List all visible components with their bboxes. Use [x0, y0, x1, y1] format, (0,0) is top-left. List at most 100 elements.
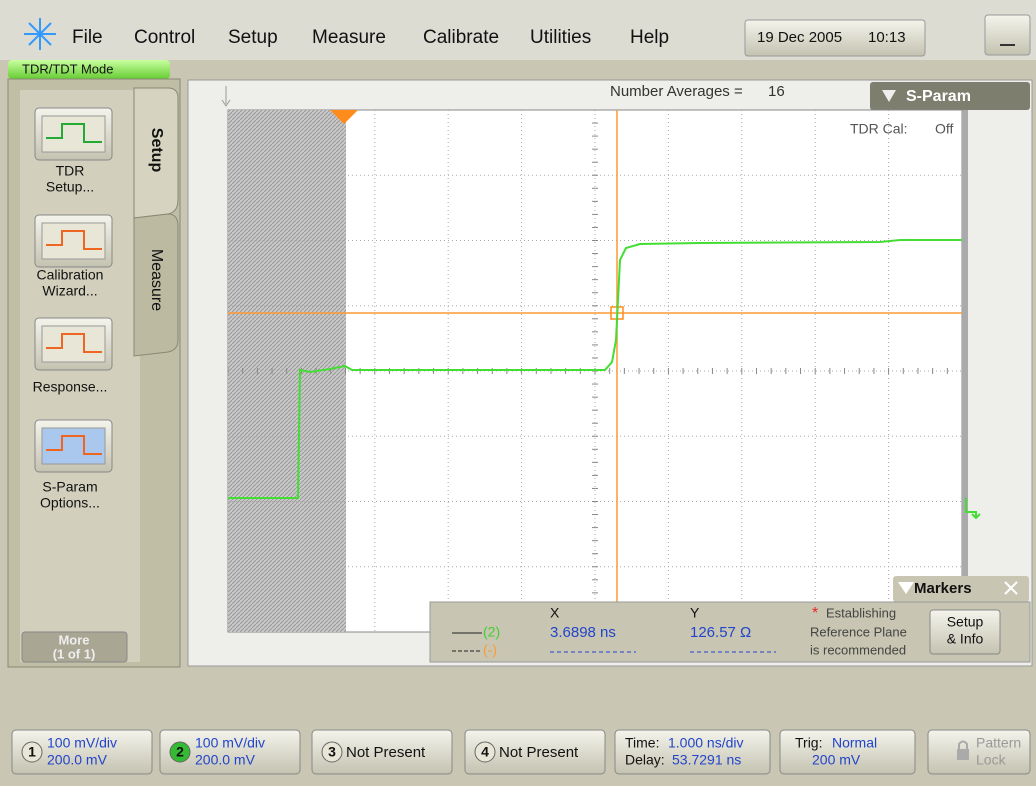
more-button[interactable]: [21, 631, 128, 663]
channel-badge: [21, 741, 43, 763]
side-button-label: S-Param: [42, 479, 97, 495]
mode-tab: [8, 60, 170, 79]
date-box: [744, 19, 926, 57]
trigger-button[interactable]: [779, 729, 916, 775]
side-button-label: Options...: [40, 495, 100, 511]
note-line: Establishing: [826, 605, 896, 620]
x-value: 3.6898 ns: [550, 624, 616, 641]
side-button-label: Calibration: [37, 267, 104, 283]
side-button-label: Setup...: [46, 179, 94, 195]
setup-tab[interactable]: [133, 87, 179, 219]
marker-flag: [330, 110, 358, 124]
channel-button[interactable]: [311, 729, 453, 775]
side-button-glyph: [46, 123, 102, 143]
trig-level: 200 mV: [812, 752, 861, 768]
lock-shackle: [958, 740, 968, 749]
more-label: More: [58, 632, 89, 647]
mode-tab-label: TDR/TDT Mode: [22, 61, 114, 76]
trigger-arrow: [221, 86, 231, 107]
s-param-label: S-Param: [906, 88, 971, 105]
date: 19 Dec 2005: [757, 29, 842, 46]
channel-status: Not Present: [499, 744, 579, 761]
y-value: 126.57 Ω: [690, 624, 751, 641]
menu-item[interactable]: Help: [630, 27, 669, 48]
markers-title: Markers: [914, 580, 972, 597]
menu-item[interactable]: Utilities: [530, 27, 591, 48]
delay-value: 53.7291 ns: [672, 752, 741, 768]
channel-scale: 100 mV/div: [47, 735, 117, 751]
setup-info-button[interactable]: [929, 609, 1001, 655]
menu-item[interactable]: Setup: [228, 27, 278, 48]
channel-status: Not Present: [346, 744, 426, 761]
channel-offset: 200.0 mV: [195, 752, 256, 768]
menu-item[interactable]: Control: [134, 27, 195, 48]
channel-number: 2: [176, 744, 184, 760]
setup-tab-label: Setup: [148, 128, 165, 173]
menu: File Control Setup Measure Calibrate Utilitie…: [72, 27, 669, 48]
side-button-icon: [41, 222, 106, 260]
channel-offset: 200.0 mV: [47, 752, 108, 768]
channel-badge: [169, 741, 191, 763]
offscreen-indicator: [965, 498, 981, 520]
note-asterisk: *: [812, 605, 818, 622]
trig-label: Trig:: [795, 735, 822, 751]
channel-badge: [321, 741, 343, 763]
channel-button[interactable]: [11, 729, 153, 775]
channel-badge: [474, 741, 496, 763]
measure-tab[interactable]: [133, 213, 179, 357]
timebase-button[interactable]: [614, 729, 771, 775]
lock-icon: [957, 749, 969, 760]
time-value: 1.000 ns/div: [668, 735, 744, 751]
marker-trace-1: (2): [483, 624, 500, 640]
markers-arrow: [898, 582, 914, 594]
x-header: X: [550, 605, 560, 621]
more-page: (1 of 1): [53, 646, 96, 661]
channel-scale: 100 mV/div: [195, 735, 265, 751]
channel-number: 4: [481, 744, 489, 760]
side-button-glyph: [46, 230, 102, 250]
graticule-edge: [962, 110, 968, 632]
channel-button[interactable]: [159, 729, 301, 775]
side-panel-inner: [20, 90, 140, 662]
measure-tab-label: Measure: [148, 249, 165, 311]
side-button-icon: [41, 115, 106, 153]
side-button-label: TDR: [56, 163, 85, 179]
note-line: is recommended: [810, 642, 906, 657]
note-line: Reference Plane: [810, 624, 907, 639]
side-button-label: Response...: [33, 379, 108, 395]
minimize-button[interactable]: [984, 14, 1031, 56]
channel-number: 1: [28, 744, 36, 760]
channel-button[interactable]: [464, 729, 606, 775]
markers-tab[interactable]: [893, 576, 1029, 602]
s-param-tab[interactable]: [870, 82, 1030, 110]
tdr-cal-value: Off: [935, 121, 954, 137]
y-header: Y: [690, 605, 700, 621]
side-button-label: Wizard...: [42, 283, 97, 299]
pattern-lock-button[interactable]: [927, 729, 1031, 775]
menu-item[interactable]: Calibrate: [423, 27, 499, 48]
trig-mode: Normal: [832, 735, 877, 751]
waveform: [228, 239, 962, 499]
s-param-arrow: [882, 90, 896, 102]
time-label: Time:: [625, 735, 659, 751]
tdr-cal-label: TDR Cal:: [850, 121, 908, 137]
averages-value: 16: [768, 83, 785, 100]
time: 10:13: [868, 29, 906, 46]
side-button-icon: [41, 325, 106, 363]
side-button-icon: [41, 427, 106, 465]
setup-info-label: Setup: [947, 614, 984, 630]
side-button-glyph: [46, 333, 102, 353]
menu-item[interactable]: File: [72, 27, 103, 48]
pattern-lock-label: Pattern: [976, 735, 1021, 751]
channel-number: 3: [328, 744, 336, 760]
marker-trace-2: (-): [483, 642, 497, 658]
markers-close[interactable]: [1004, 581, 1018, 595]
menu-item[interactable]: Measure: [312, 27, 386, 48]
pattern-lock-label: Lock: [976, 752, 1007, 768]
averages-label: Number Averages =: [610, 83, 743, 100]
side-button-glyph: [46, 435, 102, 455]
setup-info-label: & Info: [947, 631, 984, 647]
